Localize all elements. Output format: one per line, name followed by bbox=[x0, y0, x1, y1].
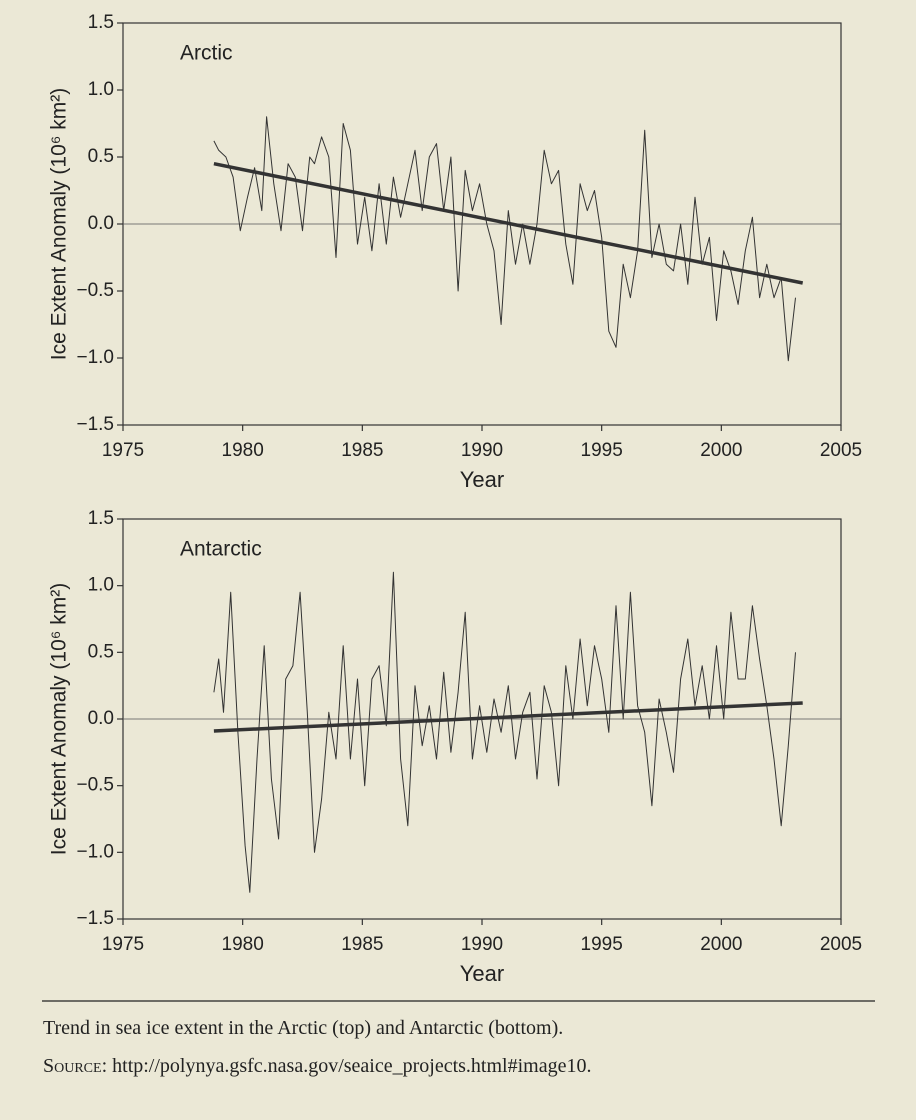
y-tick-label: −1.0 bbox=[76, 841, 114, 862]
x-tick-label: 1990 bbox=[461, 440, 503, 461]
x-tick-label: 2005 bbox=[820, 934, 862, 955]
y-axis-label: Ice Extent Anomaly (10⁶ km²) bbox=[48, 88, 71, 360]
y-tick-label: 1.5 bbox=[88, 12, 114, 33]
x-axis-label: Year bbox=[460, 467, 504, 492]
x-tick-label: 1990 bbox=[461, 934, 503, 955]
y-tick-label: −1.0 bbox=[76, 347, 114, 368]
data-line bbox=[213, 161, 804, 285]
y-tick-label: −1.5 bbox=[76, 908, 114, 929]
y-tick-label: 0.5 bbox=[88, 641, 114, 662]
x-tick-label: 1980 bbox=[222, 934, 264, 955]
x-tick-label: 1985 bbox=[341, 440, 383, 461]
data-line bbox=[213, 571, 796, 893]
y-tick-label: −1.5 bbox=[76, 414, 114, 435]
x-tick-label: 1980 bbox=[222, 440, 264, 461]
y-tick-label: 1.5 bbox=[88, 508, 114, 529]
source-url: http://polynya.gsfc.nasa.gov/seaice_proj… bbox=[112, 1055, 591, 1077]
x-tick-label: 1975 bbox=[102, 440, 144, 461]
x-tick-label: 1985 bbox=[341, 934, 383, 955]
x-tick-label: 1995 bbox=[581, 440, 623, 461]
y-tick-label: 1.0 bbox=[88, 575, 114, 596]
y-tick-label: 0.5 bbox=[88, 146, 114, 167]
chart-title: Antarctic bbox=[180, 538, 262, 561]
y-tick-label: −0.5 bbox=[76, 775, 114, 796]
y-axis-label: Ice Extent Anomaly (10⁶ km²) bbox=[48, 583, 71, 855]
y-tick-label: 0.0 bbox=[88, 708, 114, 729]
source: Source: http://polynya.gsfc.nasa.gov/sea… bbox=[43, 1055, 591, 1077]
y-tick-label: 0.0 bbox=[88, 213, 114, 234]
x-tick-label: 1975 bbox=[102, 934, 144, 955]
caption: Trend in sea ice extent in the Arctic (t… bbox=[43, 1017, 563, 1039]
y-tick-label: 1.0 bbox=[88, 79, 114, 100]
x-axis-label: Year bbox=[460, 961, 504, 986]
x-tick-label: 2000 bbox=[700, 934, 742, 955]
x-tick-label: 2000 bbox=[700, 440, 742, 461]
data-line bbox=[213, 701, 803, 733]
chart-title: Arctic bbox=[180, 42, 233, 65]
source-label: Source: bbox=[43, 1055, 107, 1077]
y-tick-label: −0.5 bbox=[76, 280, 114, 301]
x-tick-label: 1995 bbox=[581, 934, 623, 955]
x-tick-label: 2005 bbox=[820, 440, 862, 461]
